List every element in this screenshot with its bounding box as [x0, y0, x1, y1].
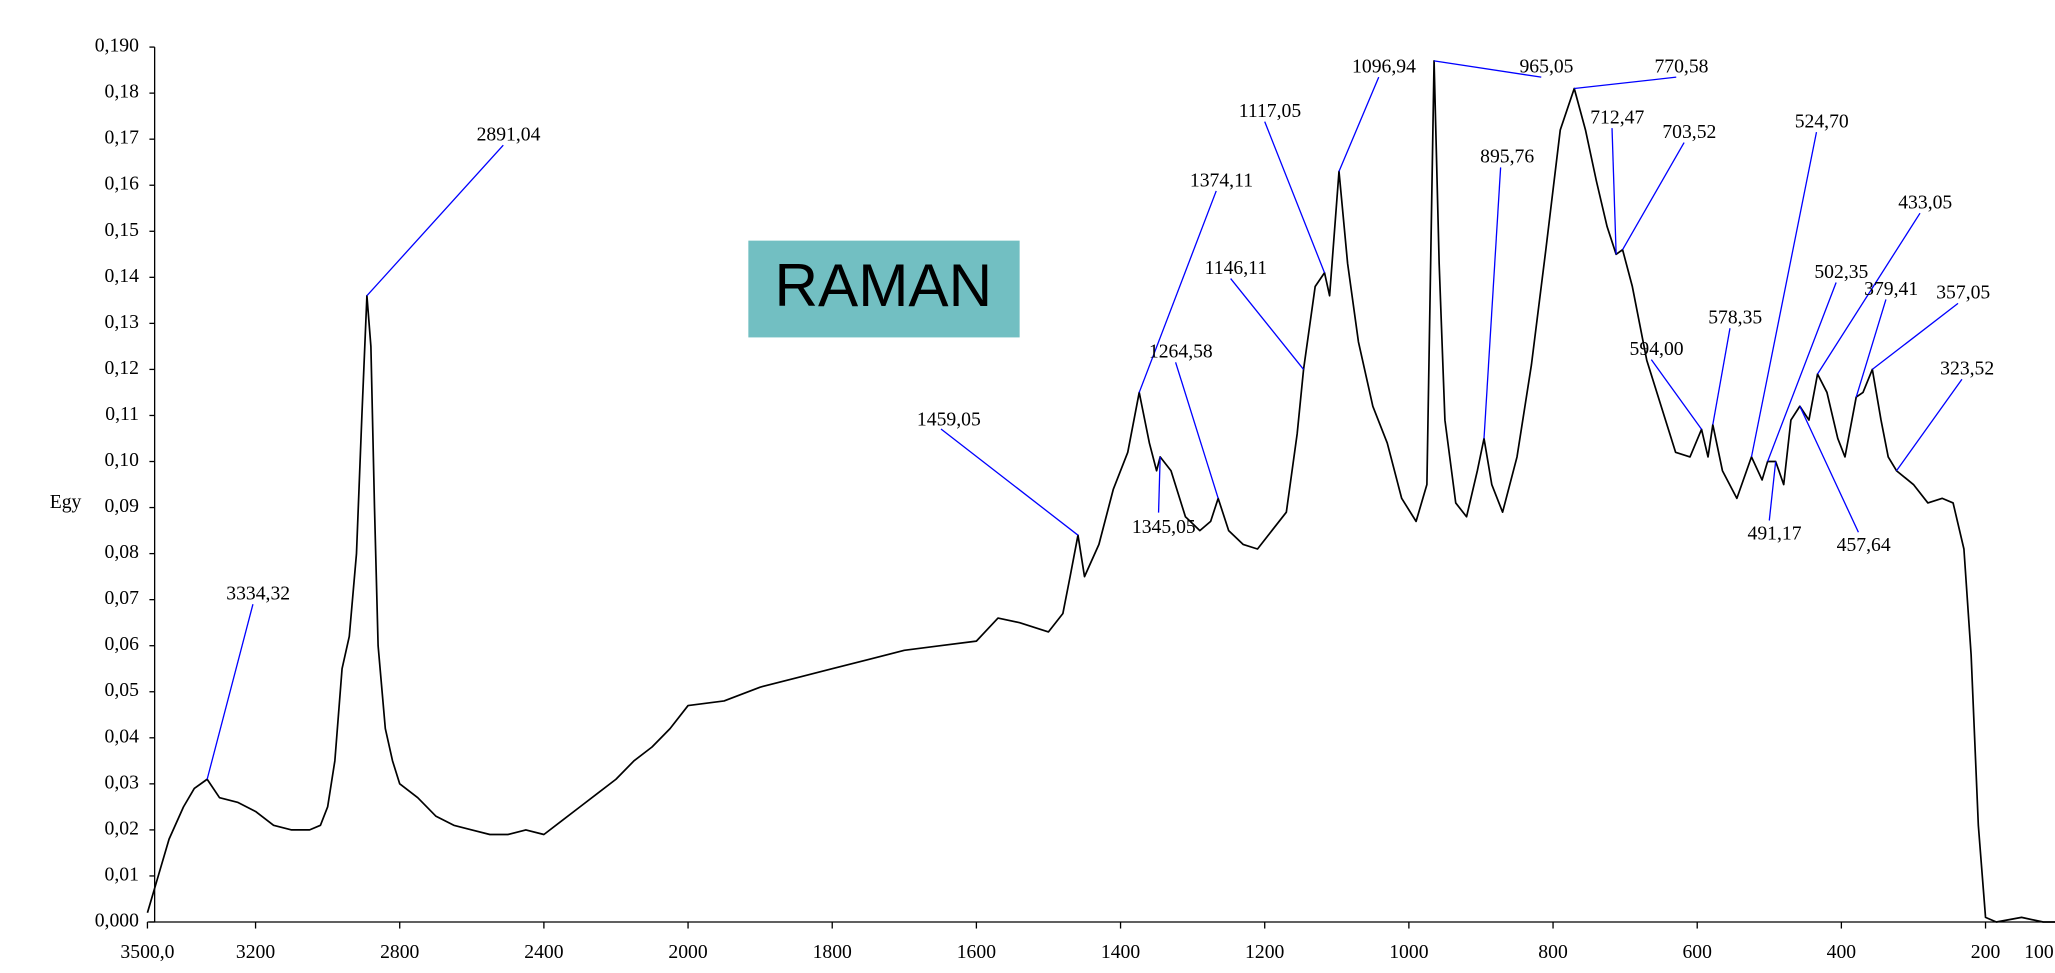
y-tick-label: 0,18 — [105, 82, 140, 103]
x-tick-label: 1200 — [1245, 942, 1284, 963]
annotation-leader — [1855, 299, 1887, 398]
x-tick-label: 3500,0 — [120, 942, 174, 963]
y-tick-label: 0,03 — [105, 772, 140, 793]
y-tick-label: 0,190 — [95, 36, 139, 57]
annotation-leader — [1157, 456, 1161, 513]
annotation-label: 379,41 — [1864, 279, 1918, 300]
x-tick-label: 1000 — [1389, 942, 1428, 963]
annotation-leader — [1768, 461, 1777, 521]
annotation-leader — [1574, 76, 1677, 90]
x-tick-label: 400 — [1827, 942, 1857, 963]
y-tick-label: 0,09 — [105, 496, 139, 517]
annotation-label: 433,05 — [1898, 193, 1952, 214]
annotation-label: 357,05 — [1936, 283, 1990, 304]
annotation-leader — [1712, 328, 1731, 425]
annotation-leader — [1816, 212, 1921, 375]
x-tick-label: 100 — [2024, 942, 2054, 963]
y-tick-label: 0,16 — [105, 174, 140, 195]
y-tick-label: 0,10 — [105, 450, 140, 471]
y-tick-label: 0,04 — [105, 726, 140, 747]
annotation-label: 1459,05 — [917, 410, 981, 431]
y-tick-label: 0,17 — [105, 128, 140, 149]
annotation-leader — [1433, 60, 1542, 78]
x-tick-label: 200 — [1971, 942, 2001, 963]
annotation-leader — [1622, 142, 1685, 251]
annotation-label: 1374,11 — [1190, 170, 1253, 191]
annotation-leader — [1650, 359, 1703, 430]
annotation-label: 524,70 — [1795, 111, 1849, 132]
x-tick-label: 2000 — [668, 942, 707, 963]
y-tick-label: 0,08 — [105, 542, 140, 563]
annotation-label: 502,35 — [1814, 262, 1868, 283]
y-axis-label: Egy — [50, 492, 82, 513]
annotation-label: 895,76 — [1480, 147, 1534, 168]
y-tick-label: 0,02 — [105, 818, 139, 839]
x-tick-label: 2400 — [524, 942, 563, 963]
annotation-label: 578,35 — [1708, 308, 1762, 329]
x-tick-label: 3200 — [236, 942, 275, 963]
annotation-label: 3334,32 — [226, 584, 290, 605]
annotation-label: 491,17 — [1748, 523, 1802, 544]
chart-title: RAMAN — [774, 251, 992, 319]
y-tick-label: 0,14 — [105, 266, 140, 287]
annotation-label: 1146,11 — [1205, 258, 1267, 279]
y-tick-label: 0,15 — [105, 220, 140, 241]
annotation-leader — [1264, 121, 1326, 273]
y-tick-label: 0,13 — [105, 312, 140, 333]
annotation-leader — [1483, 167, 1502, 439]
annotation-leader — [1895, 378, 1963, 472]
annotation-leader — [1338, 76, 1380, 172]
annotation-label: 703,52 — [1662, 122, 1716, 143]
annotation-leader — [1230, 278, 1305, 370]
x-tick-label: 2800 — [380, 942, 419, 963]
y-tick-label: 0,01 — [105, 864, 139, 885]
annotation-leader — [206, 604, 254, 780]
annotation-leader — [1138, 190, 1217, 393]
annotation-leader — [1750, 131, 1818, 458]
annotation-label: 1345,05 — [1132, 517, 1196, 538]
annotation-leader — [1174, 362, 1219, 499]
x-tick-label: 1800 — [813, 942, 852, 963]
annotation-label: 712,47 — [1590, 108, 1644, 129]
annotation-label: 1117,05 — [1239, 101, 1302, 122]
annotation-label: 965,05 — [1519, 57, 1573, 78]
x-tick-label: 1400 — [1101, 942, 1140, 963]
y-tick-label: 0,000 — [95, 911, 139, 932]
y-tick-label: 0,07 — [105, 588, 140, 609]
annotation-label: 457,64 — [1837, 535, 1891, 556]
x-tick-label: 800 — [1538, 942, 1568, 963]
annotation-label: 1264,58 — [1149, 342, 1213, 363]
y-tick-label: 0,06 — [105, 634, 140, 655]
annotation-leader — [1799, 405, 1860, 533]
x-tick-label: 1600 — [957, 942, 996, 963]
annotation-label: 2891,04 — [477, 125, 541, 146]
y-tick-label: 0,11 — [105, 404, 139, 425]
x-tick-label: 600 — [1682, 942, 1712, 963]
annotation-leader — [366, 144, 504, 297]
annotation-leader — [1766, 282, 1837, 462]
annotation-leader — [1611, 128, 1617, 255]
y-tick-label: 0,05 — [105, 680, 140, 701]
title-box — [748, 240, 1020, 338]
annotation-leader — [940, 428, 1079, 536]
annotation-label: 1096,94 — [1352, 57, 1416, 78]
annotation-label: 594,00 — [1630, 339, 1684, 360]
annotation-leader — [1871, 302, 1959, 370]
spectrum-line — [146, 60, 2055, 923]
y-tick-label: 0,12 — [105, 358, 139, 379]
annotation-label: 770,58 — [1654, 57, 1708, 78]
annotation-label: 323,52 — [1940, 359, 1994, 380]
